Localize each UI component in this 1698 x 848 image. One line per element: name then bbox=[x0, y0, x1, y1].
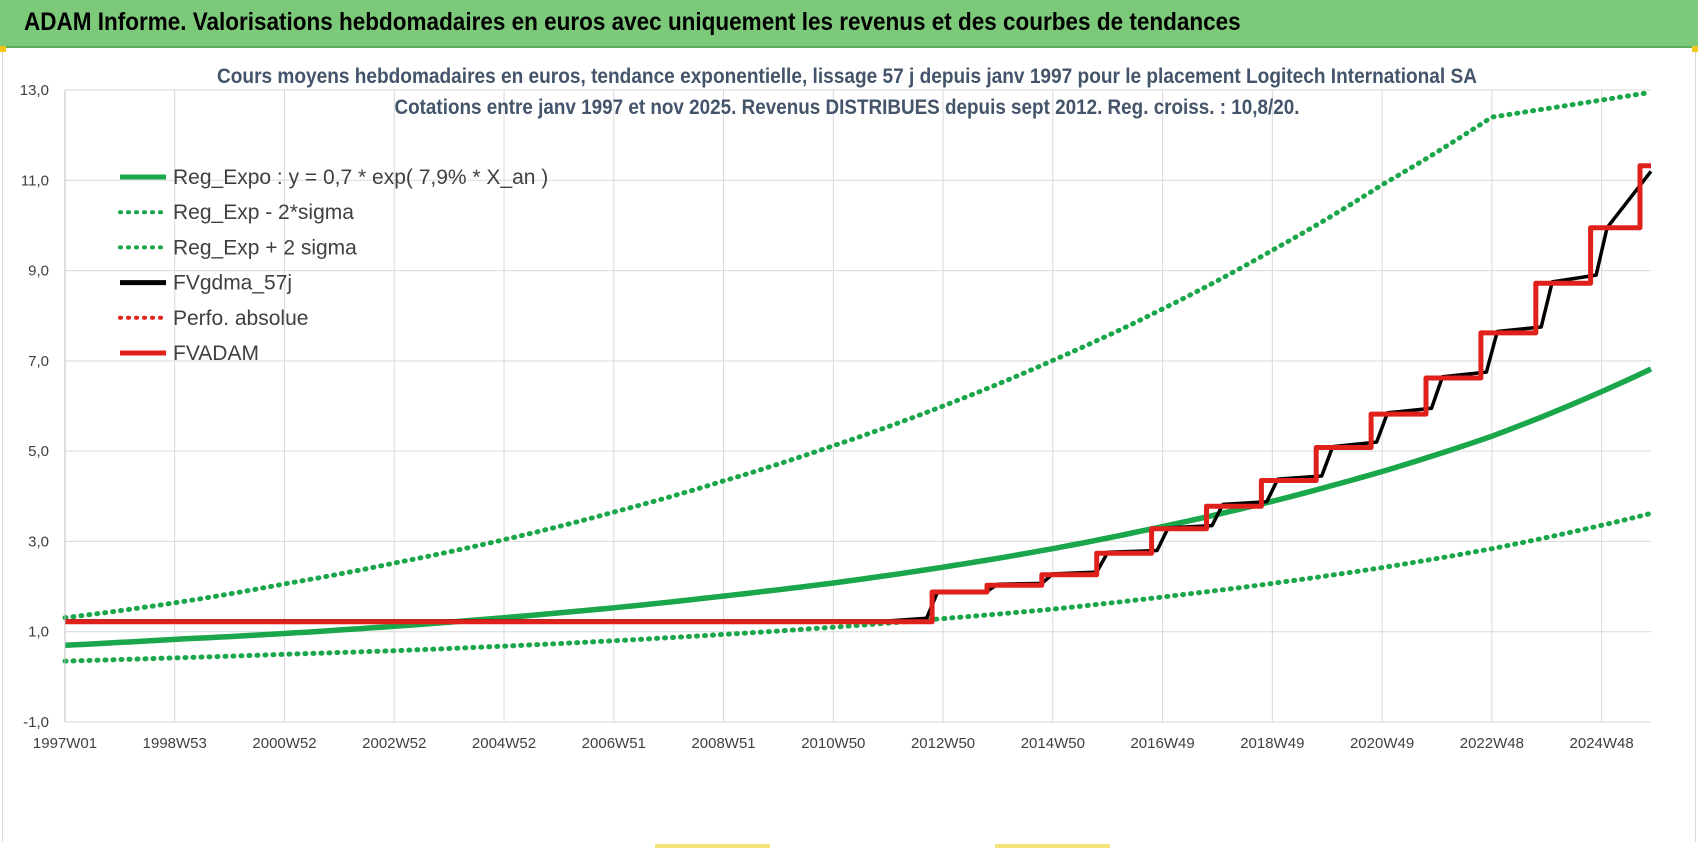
x-tick-label: 2024W48 bbox=[1569, 735, 1633, 752]
series-layer bbox=[62, 89, 1654, 664]
report-title: ADAM Informe. Valorisations hebdomadaire… bbox=[24, 8, 1241, 36]
report-header: ADAM Informe. Valorisations hebdomadaire… bbox=[0, 0, 1698, 48]
bottom-highlight-bar bbox=[655, 844, 770, 848]
y-tick-label: 5,0 bbox=[28, 443, 49, 460]
x-tick-label: 2016W49 bbox=[1130, 735, 1194, 752]
x-tick-label: 2006W51 bbox=[582, 735, 646, 752]
y-tick-label: 1,0 bbox=[28, 624, 49, 641]
axes: -1,0 1,0 3,0 5,0 7,0 9,0 11,0 13,0 1997W01 1998W5… bbox=[20, 82, 1634, 752]
x-tick-label: 2018W49 bbox=[1240, 735, 1304, 752]
chart-subtitle: Cotations entre janv 1997 et nov 2025. R… bbox=[395, 96, 1300, 119]
y-tick-label: 9,0 bbox=[28, 263, 49, 280]
y-tick-label: 13,0 bbox=[20, 82, 49, 99]
series-line-2 bbox=[62, 89, 1654, 621]
y-tick-label: -1,0 bbox=[23, 714, 49, 731]
series-line-1 bbox=[62, 510, 1654, 664]
legend: Reg_Expo : y = 0,7 * exp( 7,9% * X_an ) R… bbox=[118, 166, 548, 365]
bottom-highlight-bar bbox=[995, 844, 1110, 848]
legend-label: Reg_Exp - 2*sigma bbox=[173, 201, 354, 224]
series-line-5 bbox=[65, 163, 1651, 625]
x-tick-label: 2014W50 bbox=[1021, 735, 1085, 752]
x-tick-label: 1997W01 bbox=[33, 735, 97, 752]
corner-marker-left bbox=[0, 46, 6, 52]
x-tick-label: 2012W50 bbox=[911, 735, 975, 752]
legend-label: Reg_Expo : y = 0,7 * exp( 7,9% * X_an ) bbox=[173, 166, 548, 189]
legend-label: FVADAM bbox=[173, 342, 259, 365]
x-tick-label: 2000W52 bbox=[252, 735, 316, 752]
x-tick-label: 2022W48 bbox=[1460, 735, 1524, 752]
corner-marker-right bbox=[1692, 46, 1698, 52]
x-tick-label: 2010W50 bbox=[801, 735, 865, 752]
series-line-0 bbox=[64, 366, 1653, 649]
legend-label: FVgdma_57j bbox=[173, 272, 292, 295]
chart-title: Cours moyens hebdomadaires en euros, ten… bbox=[217, 65, 1477, 88]
x-tick-label: 2002W52 bbox=[362, 735, 426, 752]
legend-label: Reg_Exp + 2 sigma bbox=[173, 236, 357, 259]
y-tick-label: 3,0 bbox=[28, 533, 49, 550]
y-tick-label: 7,0 bbox=[28, 353, 49, 370]
chart-frame: -1,0 1,0 3,0 5,0 7,0 9,0 11,0 13,0 1997W01 1998W5… bbox=[2, 52, 1696, 842]
legend-label: Perfo. absolue bbox=[173, 307, 308, 330]
y-tick-label: 11,0 bbox=[21, 172, 49, 189]
x-tick-label: 2008W51 bbox=[691, 735, 755, 752]
x-tick-label: 2004W52 bbox=[472, 735, 536, 752]
x-tick-label: 2020W49 bbox=[1350, 735, 1414, 752]
x-tick-label: 1998W53 bbox=[143, 735, 207, 752]
chart: -1,0 1,0 3,0 5,0 7,0 9,0 11,0 13,0 1997W01 1998W5… bbox=[20, 65, 1654, 752]
